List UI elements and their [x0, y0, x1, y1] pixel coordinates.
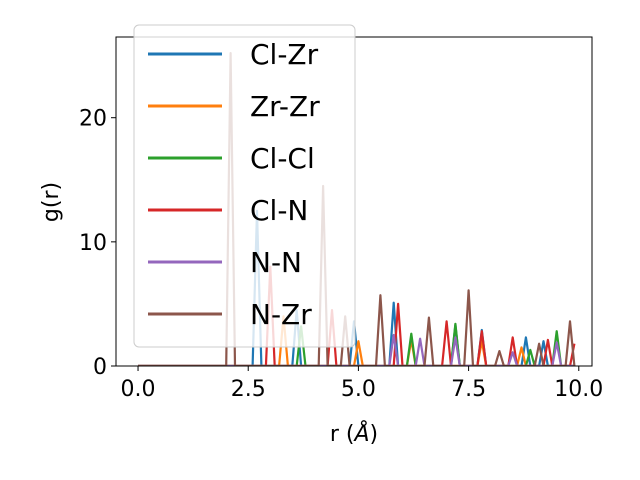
- y-axis-label: g(r): [39, 182, 64, 222]
- series-line-cl-n: [138, 265, 576, 366]
- angstrom-symbol: Å: [352, 420, 369, 447]
- legend-label: Cl-N: [250, 194, 308, 227]
- legend-label: Cl-Zr: [250, 38, 319, 71]
- x-tick-label: 5.0: [341, 377, 376, 402]
- legend-label: N-N: [250, 246, 302, 279]
- legend-label: Cl-Cl: [250, 142, 315, 175]
- legend-label: N-Zr: [250, 298, 312, 331]
- legend-box: [133, 24, 356, 348]
- series-line-cl-zr: [138, 209, 575, 366]
- axes: 0.0 2.5 5.0 7.5 10.0 0 10 20: [79, 36, 603, 402]
- series-line-n-n: [138, 333, 575, 366]
- y-tick-label: 0: [93, 355, 107, 380]
- x-tick-label: 2.5: [231, 377, 266, 402]
- legend-label: Zr-Zr: [250, 90, 320, 123]
- y-tick-label: 20: [79, 107, 107, 132]
- x-axis-label: r (Å): [330, 420, 378, 447]
- legend: Cl-Zr Zr-Zr Cl-Cl Cl-N N-N N-Zr: [133, 24, 356, 348]
- y-tick-label: 10: [79, 231, 107, 256]
- x-tick-label: 0.0: [121, 377, 156, 402]
- x-tick-label: 10.0: [554, 377, 603, 402]
- x-tick-label: 7.5: [451, 377, 486, 402]
